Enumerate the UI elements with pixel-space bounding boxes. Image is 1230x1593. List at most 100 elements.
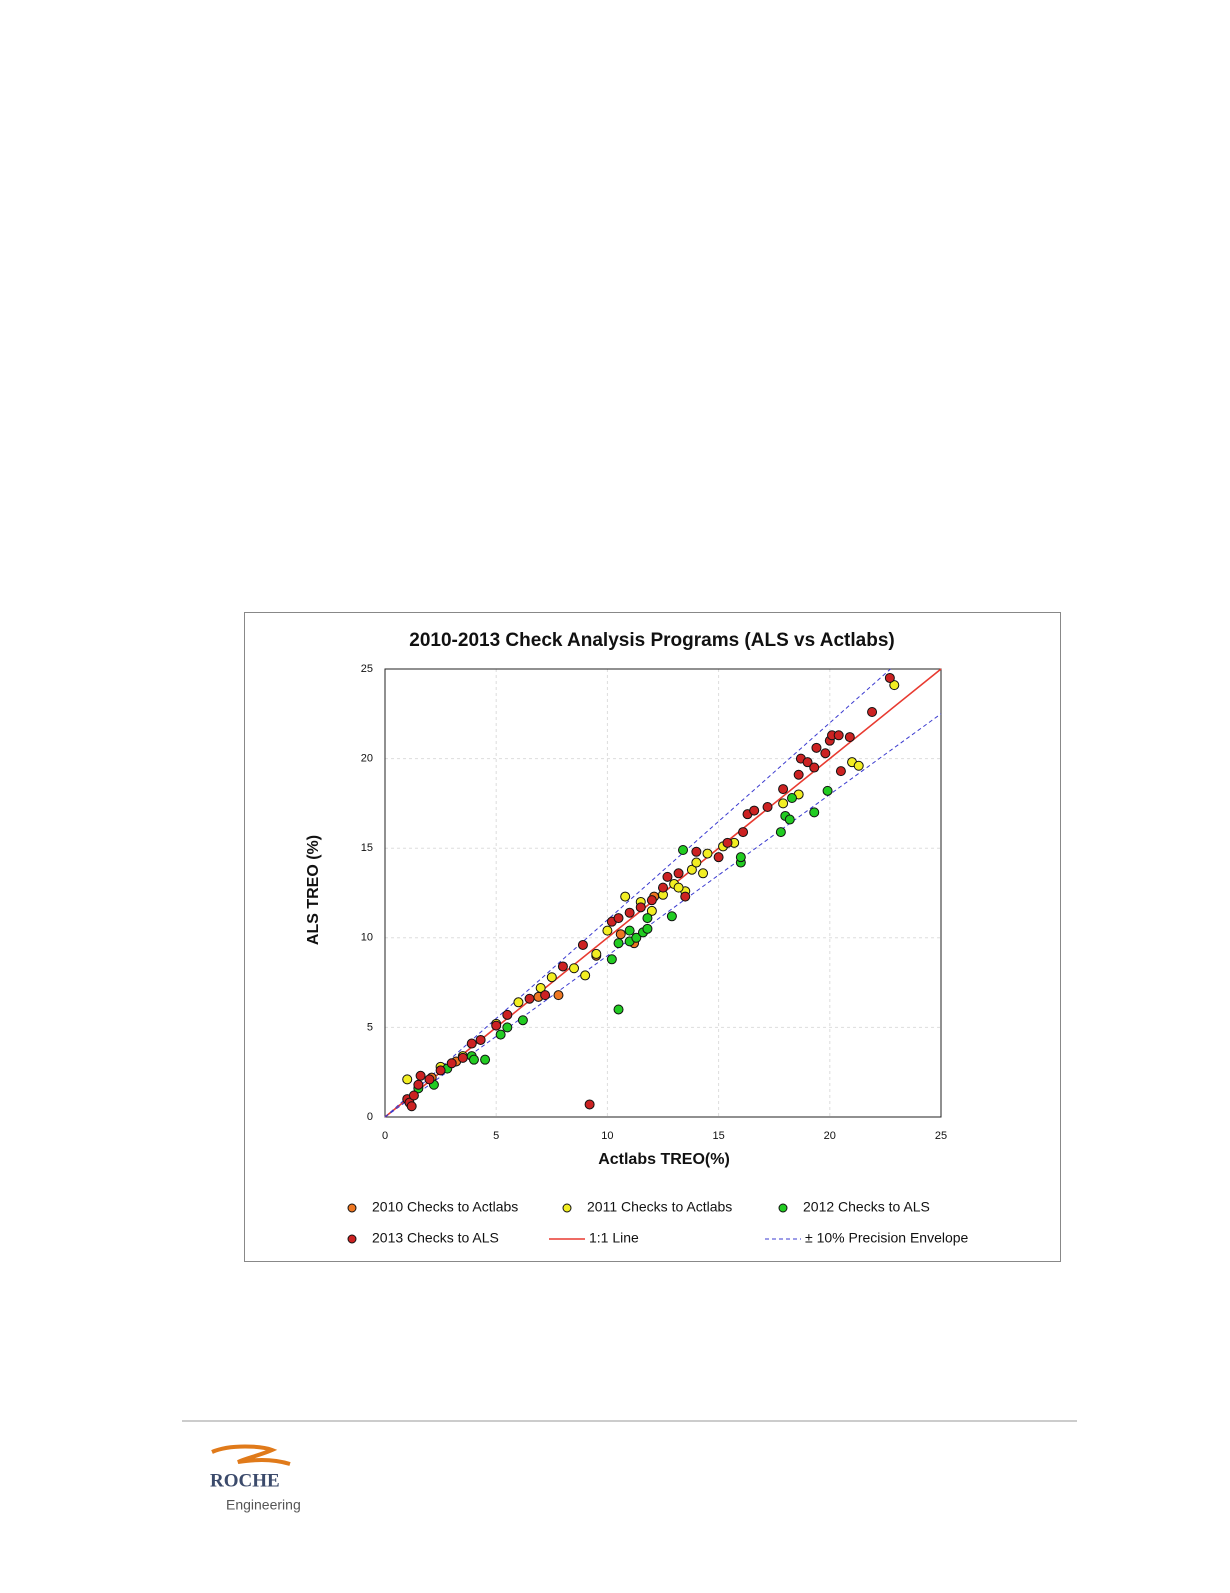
chart-title: 2010-2013 Check Analysis Programs (ALS v… bbox=[409, 630, 894, 651]
data-point bbox=[435, 1065, 446, 1076]
data-point bbox=[446, 1058, 457, 1069]
y-tick-label: 0 bbox=[367, 1111, 373, 1123]
data-point bbox=[553, 990, 564, 1001]
x-tick-label: 0 bbox=[382, 1130, 388, 1142]
data-point bbox=[615, 929, 626, 940]
data-point bbox=[557, 961, 568, 972]
data-point bbox=[809, 807, 820, 818]
legend-swatch bbox=[562, 1203, 572, 1213]
data-point bbox=[540, 990, 551, 1001]
data-point bbox=[457, 1052, 468, 1063]
data-point bbox=[402, 1074, 413, 1085]
data-point bbox=[546, 972, 557, 983]
data-point bbox=[491, 1020, 502, 1031]
y-tick-label: 5 bbox=[367, 1021, 373, 1033]
logo-subtitle: Engineering bbox=[226, 1497, 301, 1513]
data-point bbox=[778, 798, 789, 809]
data-point bbox=[820, 748, 831, 759]
x-tick-label: 5 bbox=[493, 1130, 499, 1142]
y-tick-label: 10 bbox=[361, 932, 373, 944]
data-point bbox=[778, 784, 789, 795]
data-point bbox=[844, 732, 855, 743]
data-point bbox=[642, 913, 653, 924]
data-point bbox=[658, 882, 668, 893]
data-point bbox=[406, 1101, 417, 1112]
x-tick-label: 15 bbox=[712, 1130, 724, 1142]
data-point bbox=[517, 1015, 528, 1026]
data-point bbox=[591, 948, 602, 959]
data-point bbox=[613, 913, 624, 924]
x-tick-label: 10 bbox=[601, 1130, 613, 1142]
data-point bbox=[620, 891, 631, 902]
data-point bbox=[686, 864, 697, 875]
y-tick-label: 15 bbox=[361, 842, 373, 854]
data-point bbox=[884, 672, 895, 683]
data-point bbox=[631, 932, 642, 943]
data-point bbox=[749, 805, 760, 816]
x-axis-label: Actlabs TREO(%) bbox=[598, 1151, 730, 1168]
data-point bbox=[702, 848, 713, 859]
data-point bbox=[713, 852, 724, 863]
data-point bbox=[480, 1054, 491, 1065]
y-axis-label: ALS TREO (%) bbox=[305, 835, 322, 945]
data-point bbox=[624, 907, 635, 918]
data-point bbox=[666, 911, 677, 922]
data-point bbox=[673, 868, 684, 879]
data-point bbox=[466, 1038, 477, 1049]
data-point bbox=[809, 762, 820, 773]
data-point bbox=[535, 982, 546, 993]
data-point bbox=[793, 769, 804, 780]
legend-label: 2012 Checks to ALS bbox=[803, 1199, 930, 1215]
data-point bbox=[502, 1009, 513, 1020]
y-tick-label: 20 bbox=[361, 753, 373, 765]
logo-swoosh bbox=[211, 1444, 291, 1466]
data-point bbox=[580, 970, 591, 981]
data-point bbox=[577, 939, 588, 950]
legend-label: ± 10% Precision Envelope bbox=[805, 1230, 969, 1246]
data-point bbox=[642, 923, 653, 934]
data-point bbox=[775, 827, 786, 838]
chart-frame bbox=[244, 612, 1061, 1262]
legend-label: 1:1 Line bbox=[589, 1230, 639, 1246]
y-tick-label: 25 bbox=[361, 663, 373, 675]
data-point bbox=[811, 742, 822, 753]
data-point bbox=[524, 993, 535, 1004]
data-point bbox=[624, 925, 635, 936]
data-point bbox=[424, 1074, 435, 1085]
data-point bbox=[475, 1034, 486, 1045]
logo-name: ROCHE bbox=[210, 1470, 280, 1491]
data-point bbox=[735, 852, 746, 863]
legend-swatch bbox=[347, 1234, 357, 1244]
data-point bbox=[468, 1054, 479, 1065]
data-point bbox=[691, 846, 702, 857]
legend-swatch bbox=[347, 1203, 357, 1213]
data-point bbox=[738, 827, 749, 838]
data-point bbox=[408, 1090, 419, 1101]
data-point bbox=[415, 1070, 426, 1081]
data-point bbox=[646, 905, 657, 916]
data-point bbox=[691, 857, 702, 868]
data-point bbox=[784, 814, 795, 825]
data-point bbox=[762, 801, 773, 812]
data-point bbox=[889, 680, 900, 691]
data-point bbox=[833, 730, 844, 741]
data-point bbox=[673, 882, 684, 893]
data-point bbox=[853, 760, 864, 771]
data-point bbox=[867, 707, 878, 718]
data-point bbox=[513, 997, 524, 1008]
x-tick-label: 25 bbox=[935, 1130, 947, 1142]
data-point bbox=[495, 1029, 506, 1040]
data-point bbox=[569, 963, 580, 974]
data-point bbox=[698, 868, 709, 879]
data-point bbox=[613, 938, 624, 949]
legend-label: 2013 Checks to ALS bbox=[372, 1230, 499, 1246]
data-point bbox=[502, 1022, 513, 1033]
data-point bbox=[835, 766, 846, 777]
data-point bbox=[584, 1099, 595, 1110]
data-point bbox=[613, 1004, 624, 1015]
plot-area bbox=[384, 668, 942, 1118]
x-tick-label: 20 bbox=[824, 1130, 836, 1142]
legend-swatch bbox=[778, 1203, 788, 1213]
legend-label: 2011 Checks to Actlabs bbox=[587, 1199, 732, 1215]
